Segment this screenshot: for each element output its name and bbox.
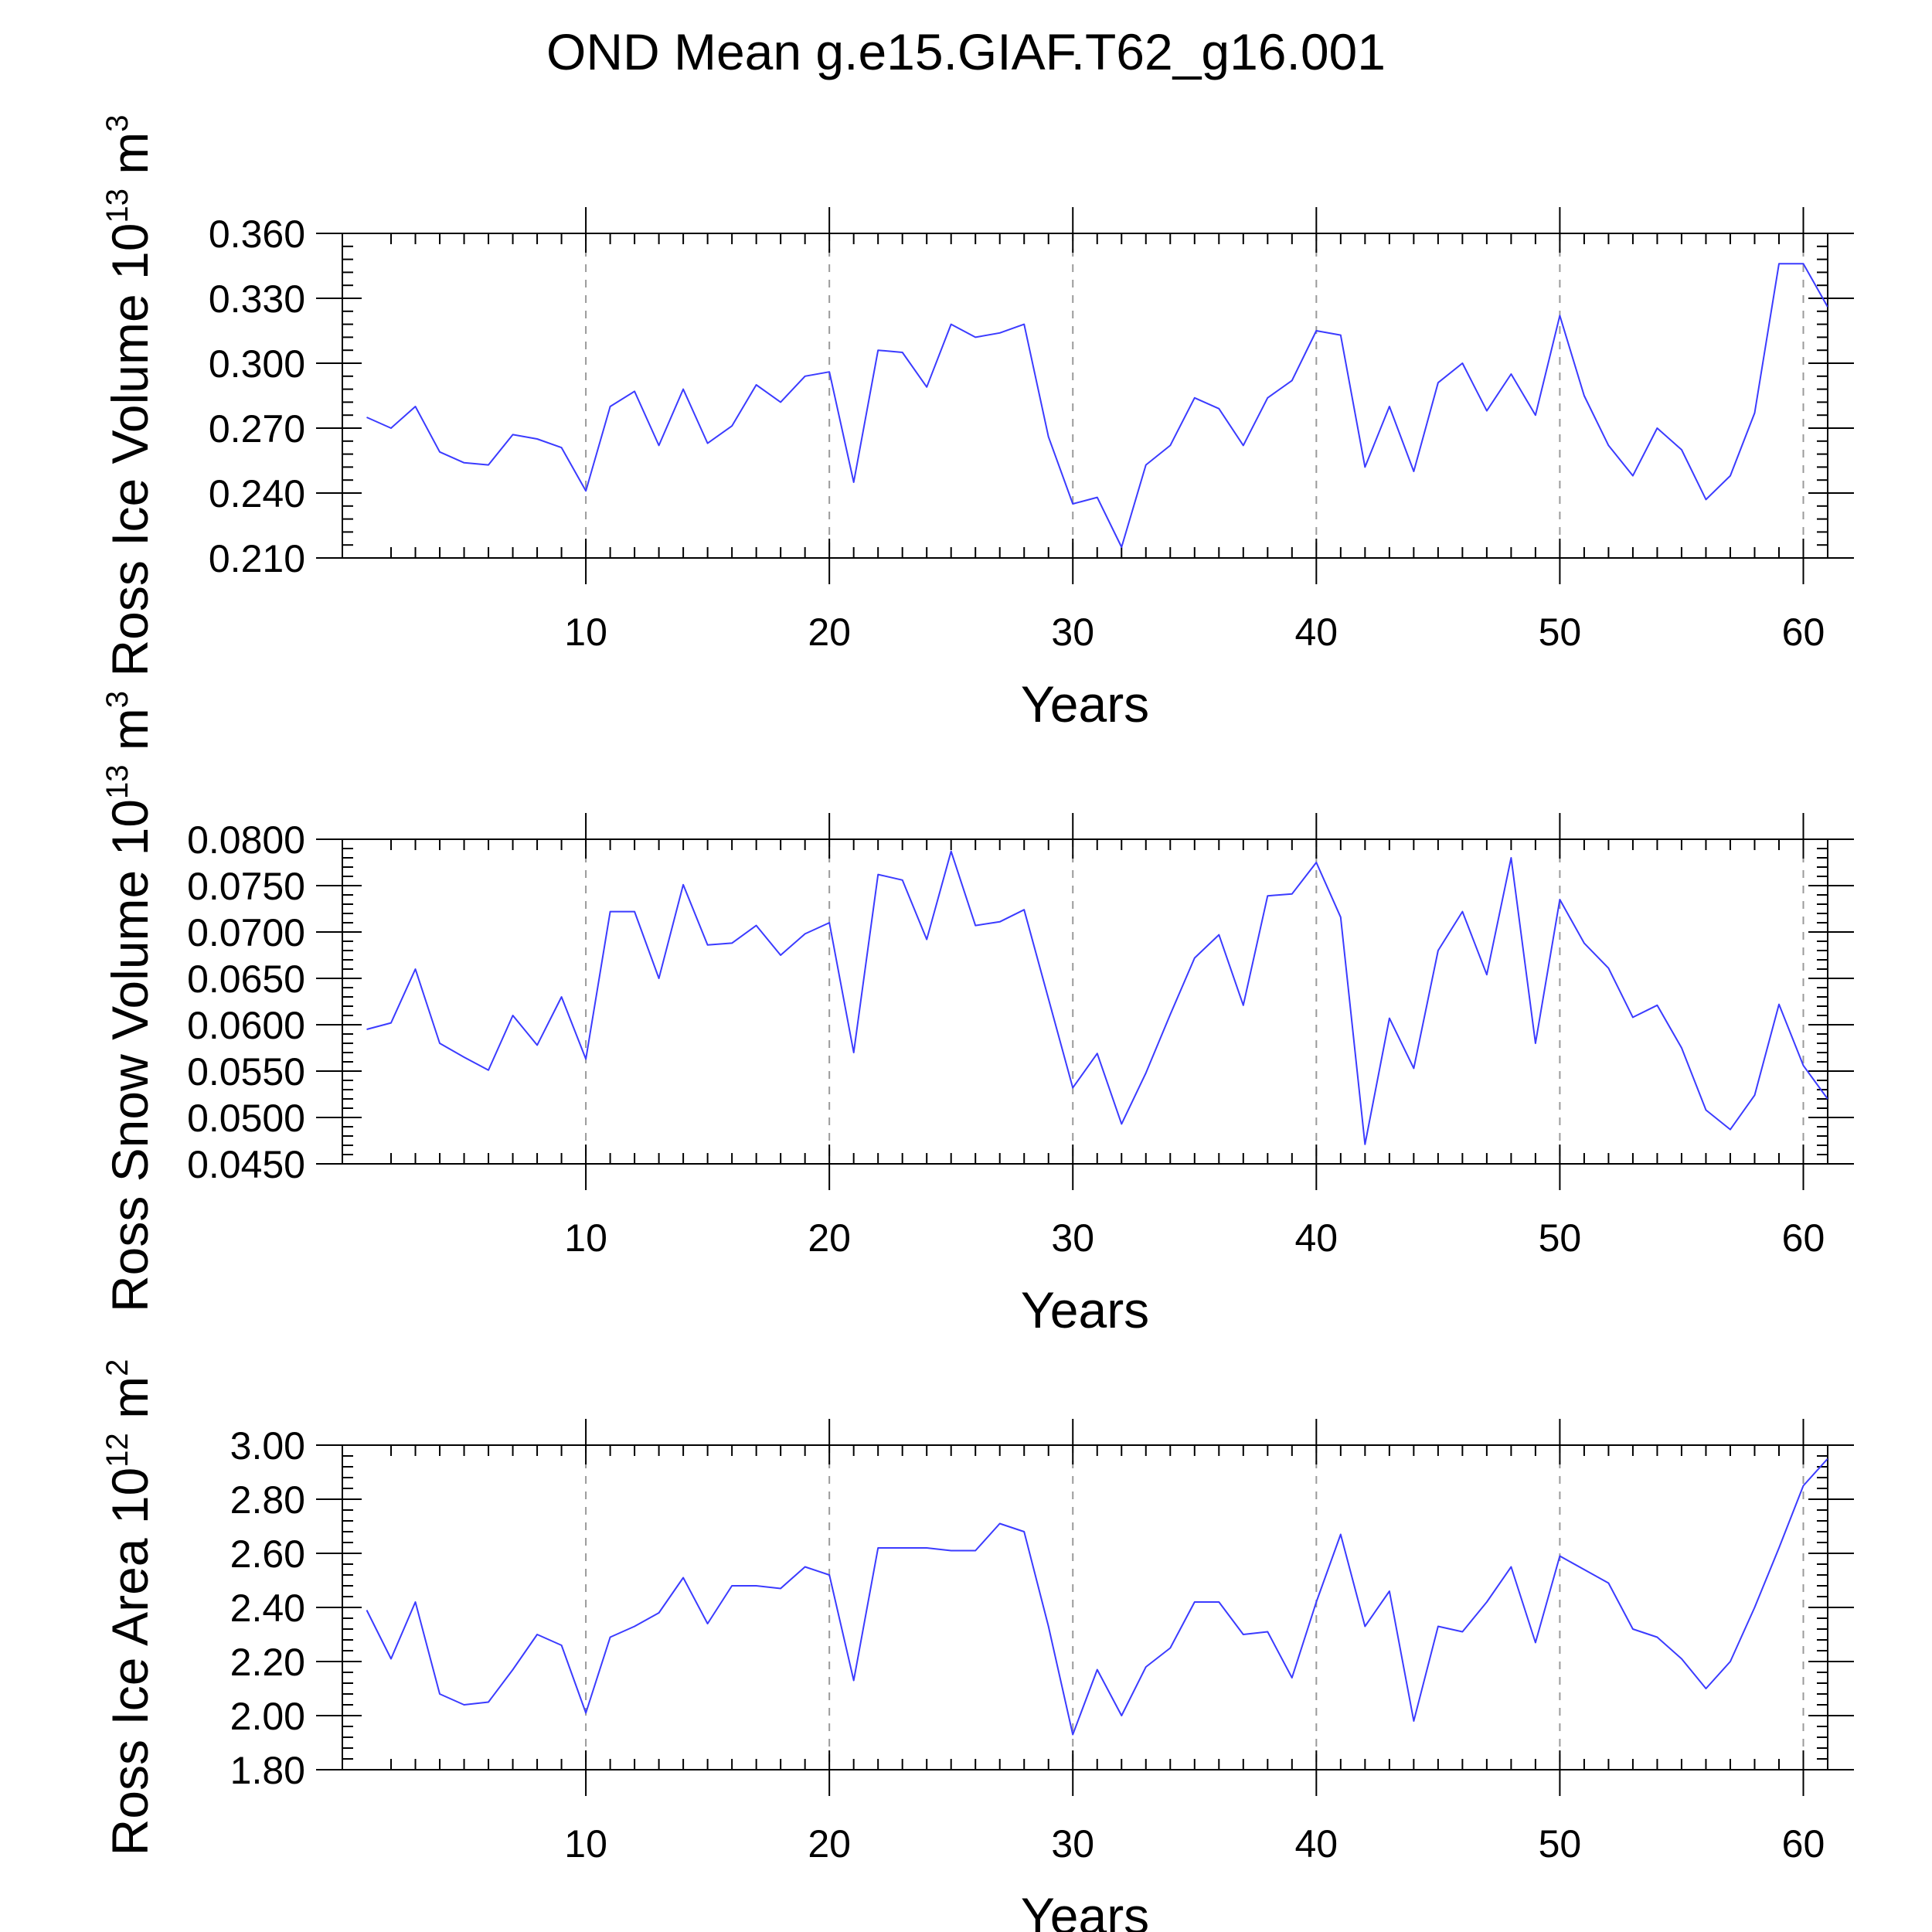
x-tick-label: 40	[1295, 1216, 1338, 1260]
y-axis-label-power: 3	[100, 691, 134, 708]
y-tick-label: 0.0650	[187, 957, 305, 1001]
y-tick-label: 2.00	[230, 1695, 305, 1738]
y-axis-label-text: Ross Ice Area 10	[101, 1468, 158, 1856]
y-axis-label-exponent: 12	[100, 1433, 134, 1468]
y-axis-label: Ross Ice Volume 1013 m3	[100, 114, 158, 676]
series-line	[366, 850, 1828, 1145]
y-tick-label: 2.20	[230, 1641, 305, 1684]
x-tick-label: 30	[1051, 1822, 1094, 1866]
y-axis-label-unit: m	[101, 708, 158, 764]
x-tick-label: 10	[564, 611, 607, 654]
x-tick-label: 30	[1051, 1216, 1094, 1260]
x-tick-label: 60	[1782, 611, 1825, 654]
x-tick-label: 30	[1051, 611, 1094, 654]
plot-frame	[342, 233, 1828, 559]
y-axis-label: Ross Ice Area 1012 m2	[100, 1359, 158, 1856]
y-tick-label: 0.0800	[187, 818, 305, 862]
y-tick-label: 0.300	[209, 342, 305, 386]
y-tick-label: 0.0700	[187, 911, 305, 954]
x-tick-label: 20	[808, 1822, 851, 1866]
x-tick-label: 10	[564, 1822, 607, 1866]
y-axis-label-unit: m	[101, 132, 158, 189]
y-tick-label: 0.0600	[187, 1004, 305, 1047]
y-axis-label-exponent: 13	[100, 189, 134, 223]
chart-panels: 10 20 30 40 50 60 0.210 0.240 0.270 0.300 0.330 0.3…	[100, 114, 1854, 1932]
x-tick-label: 20	[808, 611, 851, 654]
x-axis-label: Years	[1021, 1887, 1149, 1932]
y-axis-label-exponent: 13	[100, 765, 134, 800]
y-tick-label: 0.330	[209, 277, 305, 321]
y-tick-label: 0.0450	[187, 1143, 305, 1186]
y-axis-label: Ross Snow Volume 1013 m3	[100, 691, 158, 1312]
y-tick-label: 0.0550	[187, 1050, 305, 1094]
y-tick-label: 2.60	[230, 1532, 305, 1576]
x-tick-label: 60	[1782, 1822, 1825, 1866]
y-axis-label-text: Ross Snow Volume 10	[101, 799, 158, 1312]
y-axis-label-text: Ross Ice Volume 10	[101, 223, 158, 677]
plot-frame	[342, 838, 1828, 1165]
y-tick-label: 0.0750	[187, 865, 305, 908]
y-axis-label-power: 3	[100, 114, 134, 131]
y-tick-label: 2.80	[230, 1478, 305, 1522]
x-tick-label: 40	[1295, 611, 1338, 654]
y-tick-label: 2.40	[230, 1587, 305, 1630]
chart-title: OND Mean g.e15.GIAF.T62_g16.001	[546, 23, 1386, 80]
x-tick-label: 50	[1539, 611, 1582, 654]
x-tick-label: 60	[1782, 1216, 1825, 1260]
x-tick-label: 10	[564, 1216, 607, 1260]
panel-3: 10 20 30 40 50 60 1.80 2.00 2.20 2.40 2.60 2.80 3.00…	[100, 1359, 1854, 1932]
series-line	[366, 1458, 1828, 1736]
panel-2: 10 20 30 40 50 60 0.04500.05000.05500.06000.06…	[100, 691, 1854, 1338]
y-tick-label: 0.270	[209, 407, 305, 451]
plot-frame	[342, 1444, 1828, 1770]
panel-1: 10 20 30 40 50 60 0.210 0.240 0.270 0.300 0.330 0.3…	[100, 114, 1854, 733]
x-tick-label: 40	[1295, 1822, 1338, 1866]
y-axis-label-unit: m	[101, 1376, 158, 1433]
y-tick-label: 3.00	[230, 1424, 305, 1468]
y-tick-label: 0.360	[209, 213, 305, 256]
y-tick-label: 1.80	[230, 1749, 305, 1792]
x-tick-label: 50	[1539, 1216, 1582, 1260]
x-tick-label: 50	[1539, 1822, 1582, 1866]
y-tick-label: 0.240	[209, 472, 305, 515]
x-axis-label: Years	[1021, 675, 1149, 733]
y-tick-label: 0.0500	[187, 1097, 305, 1140]
y-axis-label-power: 2	[100, 1359, 134, 1376]
series-line	[366, 263, 1828, 548]
x-tick-label: 20	[808, 1216, 851, 1260]
y-tick-label: 0.210	[209, 537, 305, 580]
x-axis-label: Years	[1021, 1281, 1149, 1338]
